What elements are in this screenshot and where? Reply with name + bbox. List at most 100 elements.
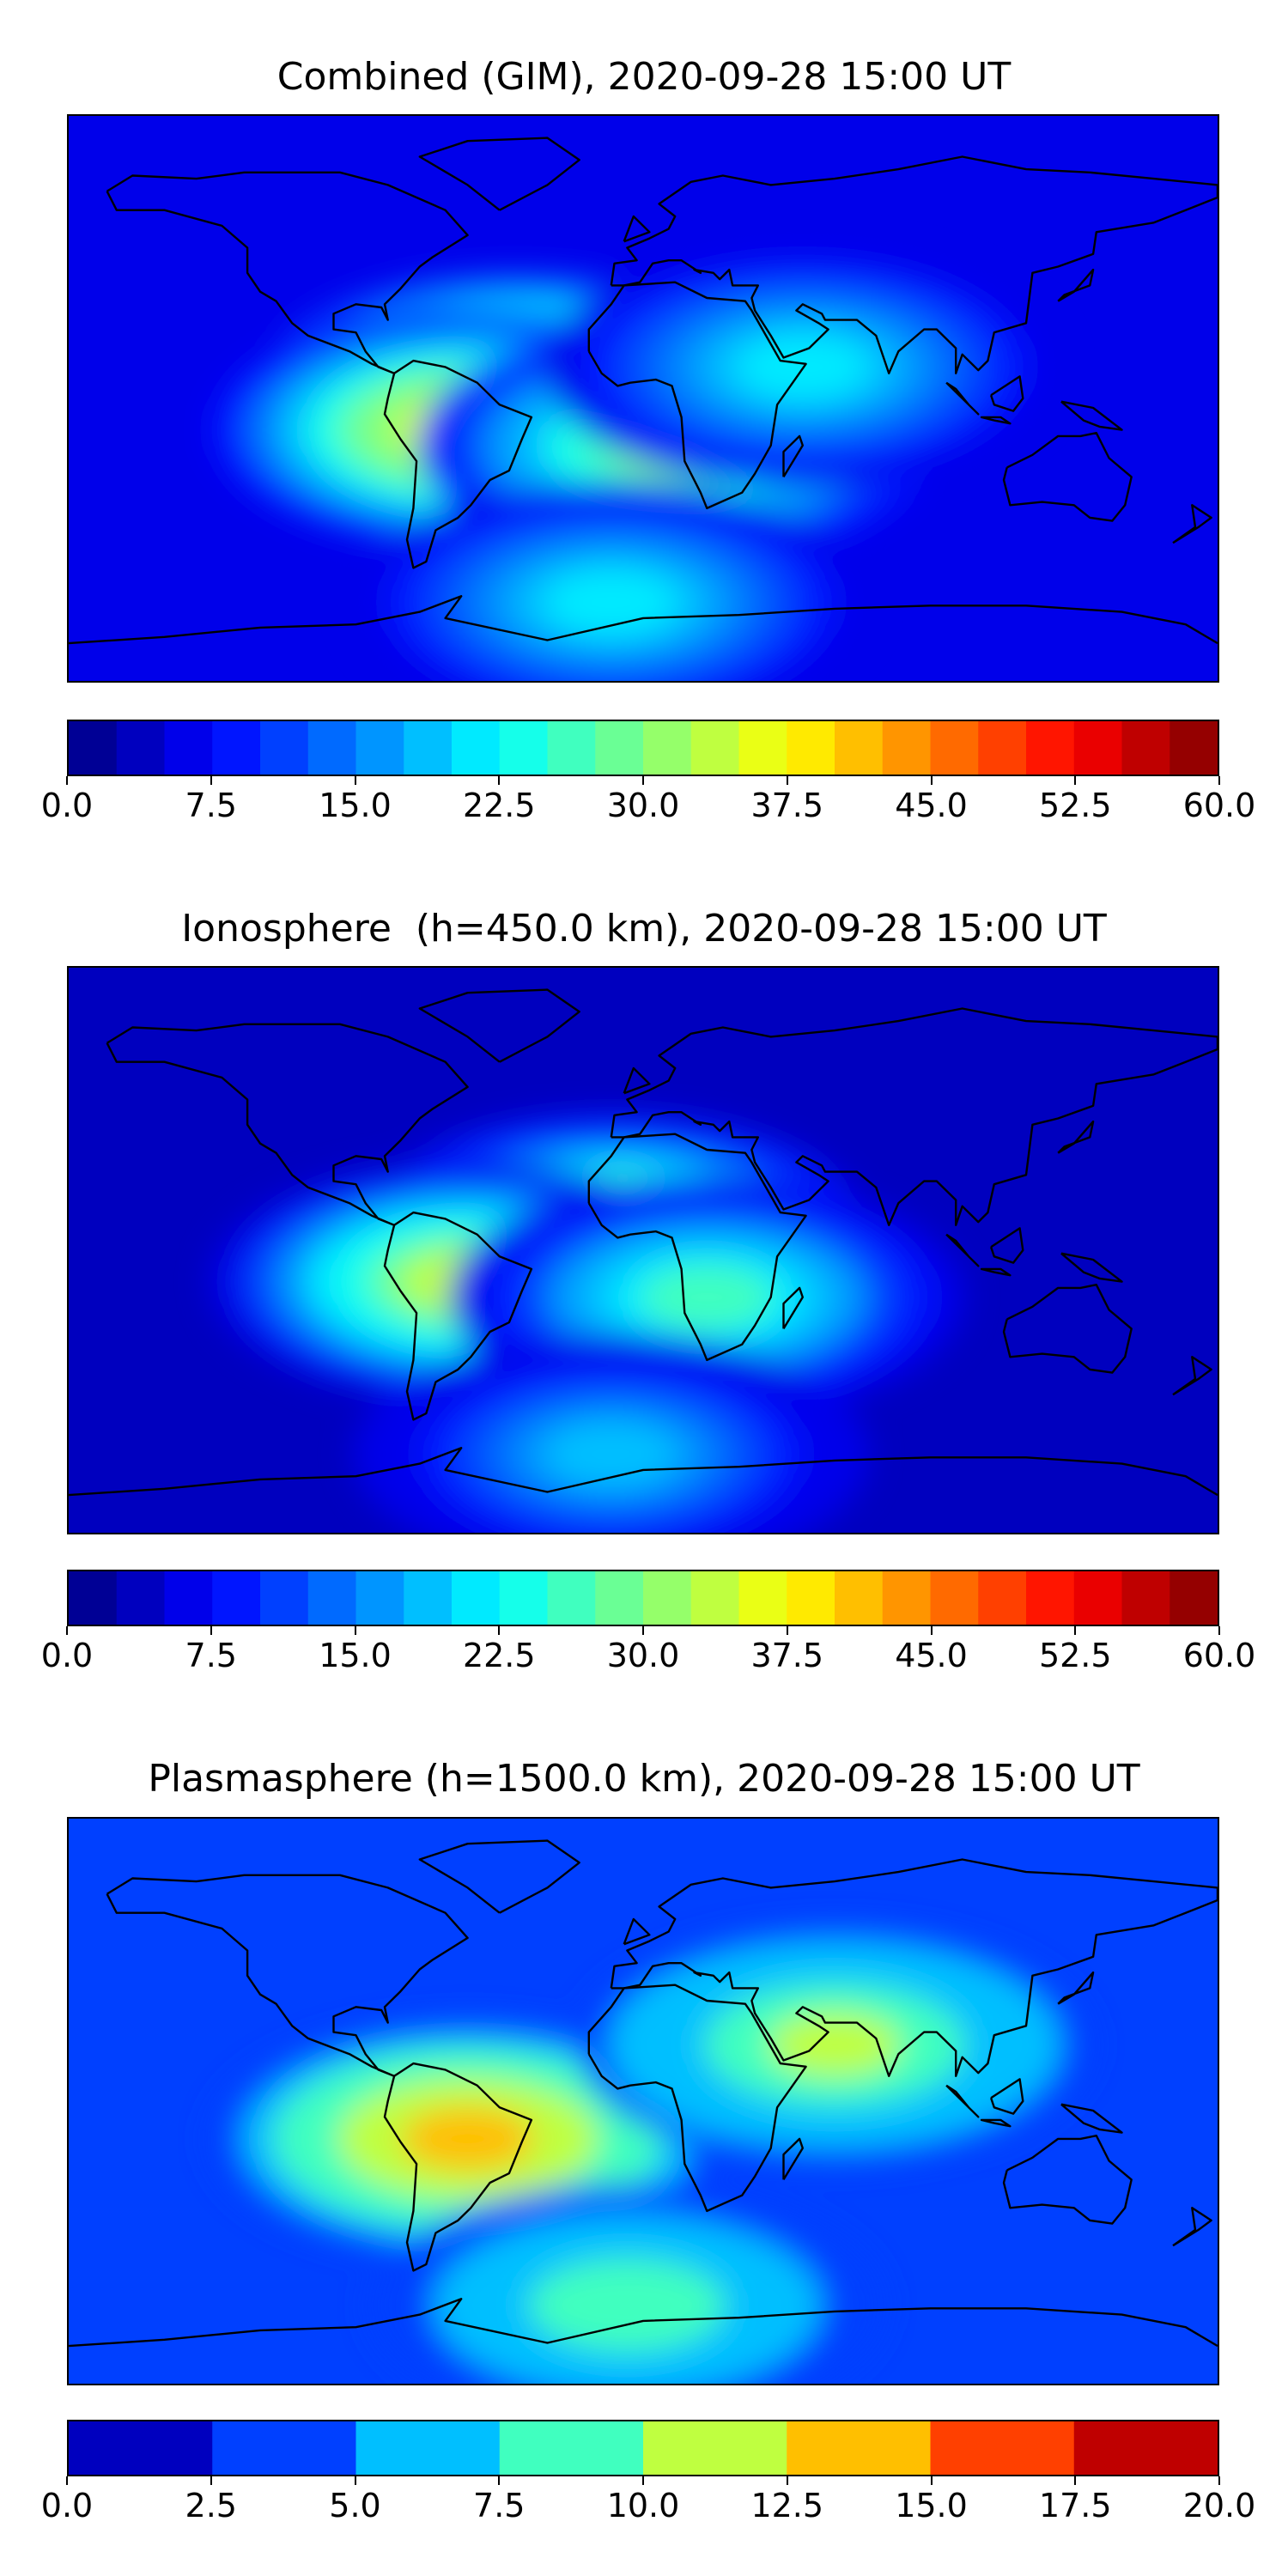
coastline	[945, 2084, 980, 2118]
colorbar-segment	[882, 1571, 932, 1625]
colorbar-segment	[643, 2421, 788, 2475]
chart-title: Combined (GIM), 2020-09-28 15:00 UT	[276, 55, 1012, 99]
colorbar-segment	[690, 721, 740, 775]
colorbar-tick-label: 60.0	[1182, 787, 1256, 824]
colorbar-tick-label: 7.5	[185, 787, 237, 824]
colorbar-ticks: 0.0 7.5 15.0 22.5 30.0 37.5 45.0 52.5 60.0	[41, 776, 1255, 828]
colorbar-tick	[1074, 776, 1077, 785]
coastlines	[69, 988, 1218, 1497]
colorbar-gradient	[69, 2421, 1218, 2475]
colorbar	[67, 720, 1219, 776]
colorbar-tick-label: 15.0	[319, 1637, 392, 1674]
colorbar-segment	[452, 1571, 501, 1625]
colorbar-tick	[642, 776, 644, 785]
coastline	[980, 2118, 1012, 2128]
colorbar-tick	[210, 776, 212, 785]
colorbar-segment	[1170, 721, 1218, 775]
colorbar-segment	[260, 1571, 309, 1625]
colorbar-segment	[835, 1571, 884, 1625]
coastline	[945, 381, 980, 416]
colorbar-segment	[547, 721, 597, 775]
coastline	[782, 2137, 804, 2181]
coastline	[980, 1267, 1012, 1277]
contour-level	[768, 2013, 902, 2077]
colorbar-segment	[738, 721, 788, 775]
colorbar-segment	[787, 1571, 835, 1625]
coastline	[610, 155, 1218, 374]
colorbar-tick	[498, 776, 501, 785]
colorbar-segment	[643, 1571, 692, 1625]
colorbar-tick-label: 0.0	[40, 787, 94, 824]
colorbar-tick-label: 30.0	[606, 1637, 680, 1674]
tec-field	[210, 246, 1060, 681]
colorbar-segment	[1026, 721, 1075, 775]
coastline	[1172, 2207, 1212, 2247]
colorbar-tick-label: 2.5	[185, 2487, 237, 2524]
coastline	[1002, 2135, 1133, 2225]
coastline	[69, 1447, 1218, 1497]
colorbar-tick-label: 5.0	[329, 2487, 381, 2524]
colorbar-tick	[642, 1626, 644, 1635]
coastline	[782, 434, 804, 478]
colorbar-tick	[1074, 2476, 1077, 2485]
colorbar-segment	[499, 1571, 549, 1625]
coastlines	[69, 1839, 1218, 2348]
coastline	[383, 1211, 533, 1421]
colorbar-tick	[66, 776, 68, 785]
colorbar-segment	[355, 2421, 501, 2475]
colorbar-segment	[212, 1571, 261, 1625]
coastline	[418, 1839, 580, 1914]
colorbar-tick	[354, 1626, 356, 1635]
colorbar-tick	[354, 2476, 356, 2485]
colorbar-tick	[786, 2476, 788, 2485]
colorbar-segment	[355, 721, 405, 775]
colorbar-tick-label: 15.0	[895, 2487, 968, 2524]
tec-field	[210, 1924, 1092, 2384]
colorbar-tick	[354, 776, 356, 785]
coastline	[989, 375, 1024, 412]
colorbar-tick-label: 52.5	[1038, 1637, 1112, 1674]
colorbar-segment	[690, 1571, 740, 1625]
coastline	[1057, 268, 1095, 302]
colorbar-segment	[307, 721, 357, 775]
coastline	[1002, 432, 1133, 522]
colorbar-tick	[642, 2476, 644, 2485]
colorbar-tick-label: 60.0	[1182, 1637, 1256, 1674]
colorbar-tick	[930, 1626, 933, 1635]
coastline	[1002, 1284, 1133, 1374]
coastline	[1060, 400, 1123, 431]
colorbar-segment	[164, 1571, 214, 1625]
colorbar-gradient	[69, 1571, 1218, 1625]
colorbar-tick	[1074, 1626, 1077, 1635]
coastline	[418, 988, 580, 1063]
colorbar	[67, 2420, 1219, 2476]
coastline	[69, 2298, 1218, 2348]
coastline	[1060, 1252, 1123, 1283]
colorbar-tick	[1218, 1626, 1220, 1635]
colorbar-ticks: 0.0 2.5 5.0 7.5 10.0 12.5 15.0 17.5 20.0	[41, 2476, 1255, 2528]
colorbar-segment	[404, 1571, 453, 1625]
coastline	[106, 1874, 469, 2077]
coastline	[945, 1233, 980, 1267]
coastline	[1172, 504, 1212, 544]
colorbar-segment	[978, 721, 1027, 775]
colorbar-tick	[498, 1626, 501, 1635]
chart-title: Ionosphere (h=450.0 km), 2020-09-28 15:0…	[181, 907, 1107, 951]
colorbar-segment	[499, 721, 549, 775]
coastline	[106, 171, 469, 374]
colorbar-tick-label: 45.0	[895, 1637, 968, 1674]
colorbar-segment	[882, 721, 932, 775]
colorbar-tick-label: 12.5	[750, 2487, 824, 2524]
coastline	[1057, 1120, 1095, 1154]
coastline	[1060, 2103, 1123, 2134]
contour-level	[401, 2106, 534, 2172]
coastlines	[69, 137, 1218, 645]
colorbar-segment	[260, 721, 309, 775]
colorbar-tick	[930, 776, 933, 785]
colorbar-segment	[452, 721, 501, 775]
coastline	[587, 281, 807, 510]
colorbar-segment	[69, 1571, 118, 1625]
colorbar-segment	[835, 721, 884, 775]
colorbar-segment	[787, 721, 835, 775]
coastline	[383, 359, 533, 569]
